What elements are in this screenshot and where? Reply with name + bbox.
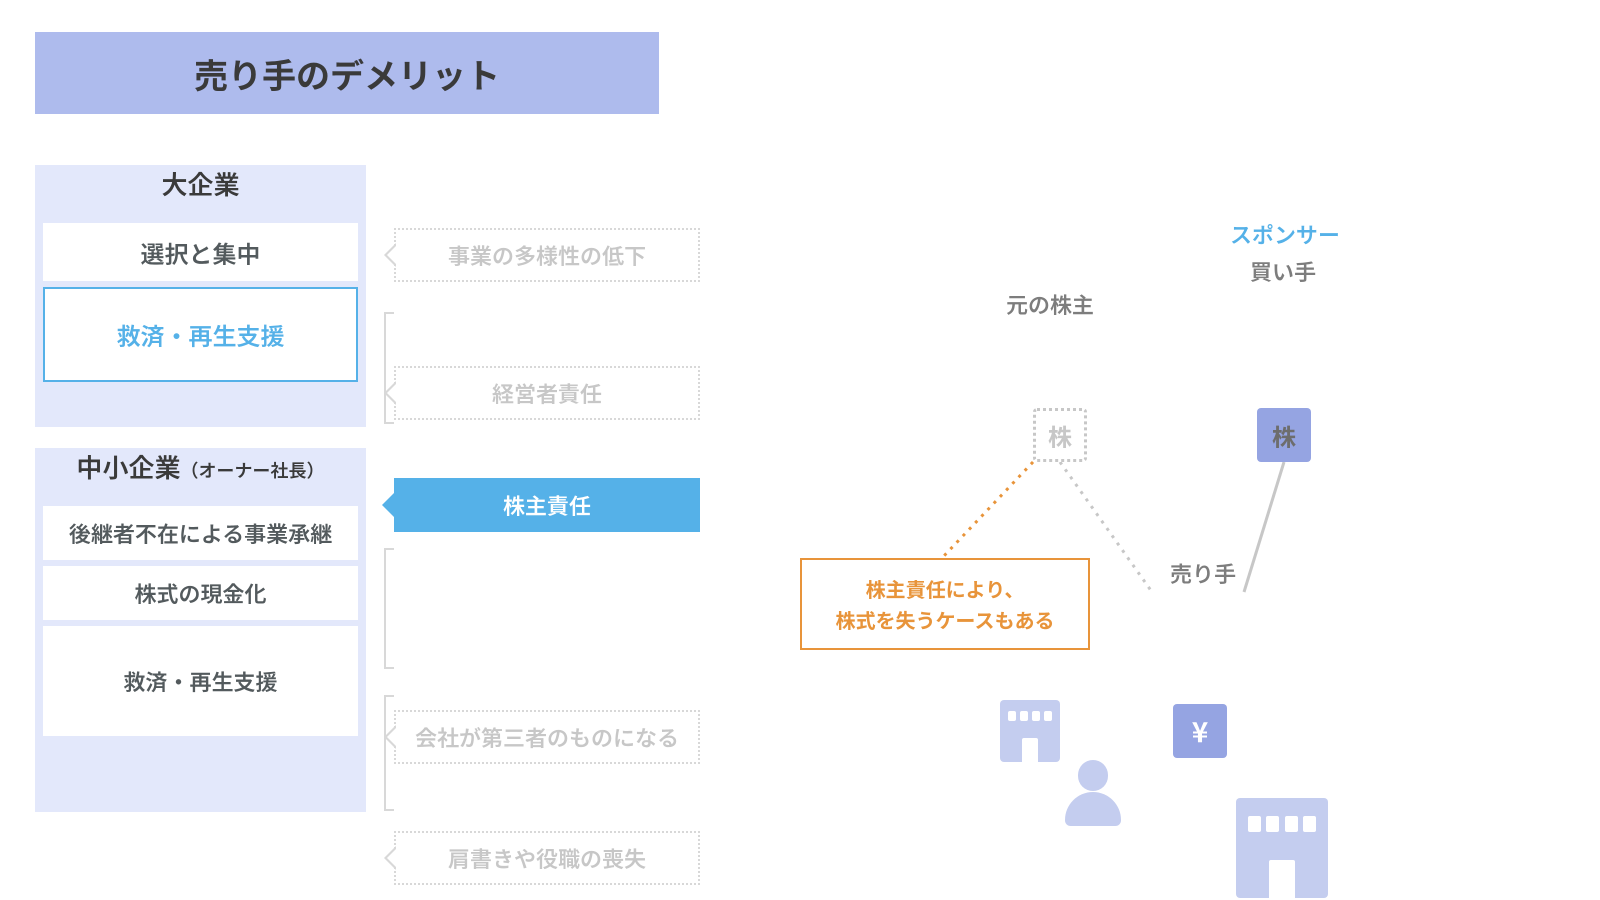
buyer-label: 買い手 — [1250, 255, 1316, 287]
callout-text: 株主責任により、 株式を失うケースもある — [836, 573, 1055, 635]
callout-box: 株主責任により、 株式を失うケースもある — [800, 558, 1090, 650]
stock-icon-original: 株 — [1033, 408, 1087, 462]
panel-b-row: 株式の現金化 — [43, 566, 358, 620]
sponsor-label: スポンサー — [1230, 218, 1340, 250]
stock-icon-buyer-text: 株 — [1272, 418, 1296, 453]
page-title-text: 売り手のデメリット — [194, 49, 500, 98]
yen-icon-text: ¥ — [1192, 711, 1209, 751]
panel-sme: 中小企業 （オーナー社長） 後継者不在による事業承継株式の現金化救済・再生支援 — [35, 448, 366, 812]
panel-b-header: 中小企業 （オーナー社長） — [35, 448, 366, 506]
demerit-box: 株主責任 — [394, 478, 700, 532]
stock-icon-original-text: 株 — [1048, 418, 1072, 453]
demerit-box: 肩書きや役職の喪失 — [394, 831, 700, 885]
buyer-building-icon — [1236, 798, 1328, 898]
bracket-b — [384, 548, 394, 669]
panel-b-row: 救済・再生支援 — [43, 626, 358, 736]
bracket-c — [384, 695, 394, 811]
panel-a-header-text: 大企業 — [161, 165, 239, 202]
original-shareholder-label: 元の株主 — [1006, 288, 1094, 320]
panel-b-row: 後継者不在による事業承継 — [43, 506, 358, 560]
panel-a-row: 救済・再生支援 — [43, 287, 358, 382]
demerit-box: 事業の多様性の低下 — [394, 228, 700, 282]
panel-a-rows: 選択と集中救済・再生支援 — [35, 223, 366, 390]
demerit-box-text: 肩書きや役職の喪失 — [448, 842, 646, 874]
demerit-box-text: 株主責任 — [503, 489, 591, 521]
panel-large-enterprise: 大企業 選択と集中救済・再生支援 — [35, 165, 366, 427]
demerit-box: 会社が第三者のものになる — [394, 710, 700, 764]
panel-b-header-text: 中小企業 — [76, 448, 180, 485]
bracket-a — [384, 312, 394, 424]
panel-a-row: 選択と集中 — [43, 223, 358, 281]
original-building-icon — [1000, 700, 1060, 762]
page-title: 売り手のデメリット — [35, 32, 659, 114]
demerit-box-text: 経営者責任 — [492, 377, 602, 409]
panel-b-header-sub: （オーナー社長） — [181, 457, 325, 483]
demerit-box-text: 会社が第三者のものになる — [415, 721, 679, 753]
seller-label: 売り手 — [1170, 557, 1236, 589]
yen-icon: ¥ — [1173, 704, 1227, 758]
panel-b-rows: 後継者不在による事業承継株式の現金化救済・再生支援 — [35, 506, 366, 744]
original-person-icon — [1065, 760, 1121, 826]
panel-a-header: 大企業 — [35, 165, 366, 223]
stock-icon-buyer: 株 — [1257, 408, 1311, 462]
demerit-box: 経営者責任 — [394, 366, 700, 420]
demerit-box-text: 事業の多様性の低下 — [448, 239, 646, 271]
